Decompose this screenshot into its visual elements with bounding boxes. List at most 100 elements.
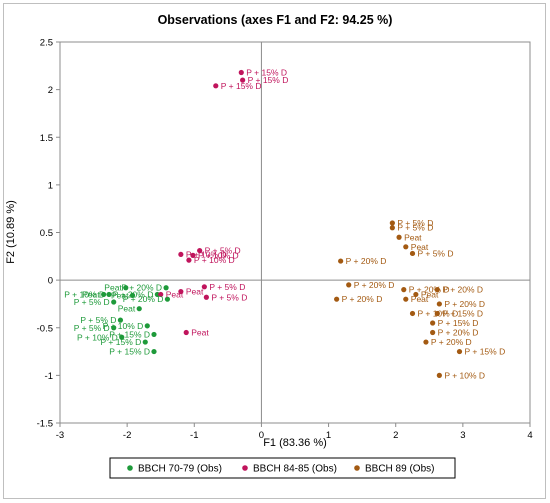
data-point xyxy=(186,257,192,263)
data-point xyxy=(111,325,117,331)
data-point xyxy=(213,83,219,89)
x-tick-label: 4 xyxy=(527,430,532,441)
y-tick-label: -1 xyxy=(45,371,53,382)
data-label: P + 10% D xyxy=(198,250,239,260)
data-label: P + 20% D xyxy=(354,280,395,290)
data-point xyxy=(183,329,189,336)
data-label: P + 20% D xyxy=(346,256,387,266)
data-label: P + 20% D xyxy=(438,328,479,338)
data-label: P + 15% D xyxy=(221,81,262,91)
data-point xyxy=(423,339,429,345)
data-label: P + 15% D xyxy=(248,75,289,85)
data-label: P + 5% D xyxy=(209,282,245,292)
data-point xyxy=(334,296,340,302)
data-label: P + 5% D xyxy=(205,246,241,256)
data-point xyxy=(413,291,419,298)
data-point xyxy=(178,288,184,295)
data-point xyxy=(197,247,203,254)
data-point xyxy=(190,252,196,258)
data-point xyxy=(401,287,407,293)
data-point xyxy=(119,334,125,340)
data-label: P + 5% D xyxy=(211,292,247,302)
data-label: P + 15% D xyxy=(109,329,150,339)
y-tick-label: 2 xyxy=(48,85,53,96)
data-label: Peat xyxy=(191,328,209,338)
x-tick-label: 1 xyxy=(326,430,331,441)
y-tick-label: 1.5 xyxy=(40,133,53,144)
y-tick-label: 2.5 xyxy=(40,38,53,49)
data-label: Peat xyxy=(82,289,100,299)
data-point xyxy=(396,234,402,240)
data-point xyxy=(346,282,352,288)
data-point xyxy=(456,348,463,355)
legend-marker xyxy=(242,465,248,471)
y-tick-label: 0 xyxy=(48,276,53,287)
data-point xyxy=(436,301,442,307)
data-label: P + 10% D xyxy=(194,255,235,265)
data-point xyxy=(389,225,395,231)
axes xyxy=(56,41,531,427)
chart-title: Observations (axes F1 and F2: 94.25 %) xyxy=(158,13,393,27)
legend-label: BBCH 70-79 (Obs) xyxy=(138,464,222,475)
x-tick-label: -3 xyxy=(56,430,64,441)
data-point xyxy=(178,251,184,258)
legend-marker xyxy=(354,465,360,471)
data-label: Peat xyxy=(166,289,184,299)
data-label: P + 5% D xyxy=(74,297,110,307)
data-label: P + 15% D xyxy=(465,347,506,357)
data-point xyxy=(136,306,142,312)
legend-box xyxy=(109,457,456,479)
data-label: P + 15% D xyxy=(246,67,287,77)
data-point xyxy=(158,291,164,298)
data-label: Peat xyxy=(104,283,122,293)
data-point xyxy=(163,285,169,291)
data-label: P + 20% D xyxy=(113,289,154,299)
data-points xyxy=(101,69,463,378)
legend-marker xyxy=(127,465,133,471)
data-label: P + 10% D xyxy=(418,308,459,318)
legend-label: BBCH 89 (Obs) xyxy=(365,464,434,475)
data-point xyxy=(101,291,107,298)
data-label: P + 10% D xyxy=(64,289,105,299)
data-point xyxy=(151,331,157,338)
data-label: Peat xyxy=(111,290,129,300)
data-point xyxy=(338,258,344,264)
data-point xyxy=(434,310,440,317)
x-tick-label: 2 xyxy=(393,430,398,441)
y-tick-label: -1.5 xyxy=(37,419,53,430)
data-label: P + 10% D xyxy=(444,370,485,380)
data-label: P + 20% D xyxy=(342,294,383,304)
tick-labels: -3 -2 -1 0 1 2 3 4 -1.5 -1 -0.5 0 0.5 1 1.5 2 2.5 xyxy=(37,38,533,442)
data-point xyxy=(389,220,395,226)
data-label: P + 5% D xyxy=(80,315,116,325)
data-label: P + 5% D xyxy=(74,323,110,333)
data-label: P + 20% D xyxy=(409,285,450,295)
data-label: P + 10% D xyxy=(77,332,118,342)
data-point xyxy=(129,292,136,298)
data-point xyxy=(430,329,436,336)
chart-frame xyxy=(3,3,546,499)
x-axis-label: F1 (83.36 %) xyxy=(263,437,327,449)
x-tick-label: -2 xyxy=(123,430,131,441)
data-point xyxy=(436,372,442,378)
data-point xyxy=(403,244,409,250)
data-point xyxy=(238,69,244,76)
data-label: P + 15% D xyxy=(438,318,479,328)
data-label: P + 15% D xyxy=(101,337,142,347)
data-label: P + 15% D xyxy=(442,308,483,318)
y-axis-label: F2 (10.89 %) xyxy=(5,200,17,264)
data-label: P + 5% D xyxy=(397,218,433,228)
data-point xyxy=(430,320,436,326)
data-label: P + 10% D xyxy=(103,321,144,331)
data-label: P + 10% D xyxy=(186,249,227,259)
data-point xyxy=(142,339,148,345)
data-label: Peat xyxy=(404,232,422,242)
data-label: P + 20% D xyxy=(123,294,164,304)
x-tick-label: -1 xyxy=(190,430,198,441)
data-label: Peat xyxy=(118,304,136,314)
data-point xyxy=(201,284,207,290)
data-point xyxy=(203,294,209,300)
